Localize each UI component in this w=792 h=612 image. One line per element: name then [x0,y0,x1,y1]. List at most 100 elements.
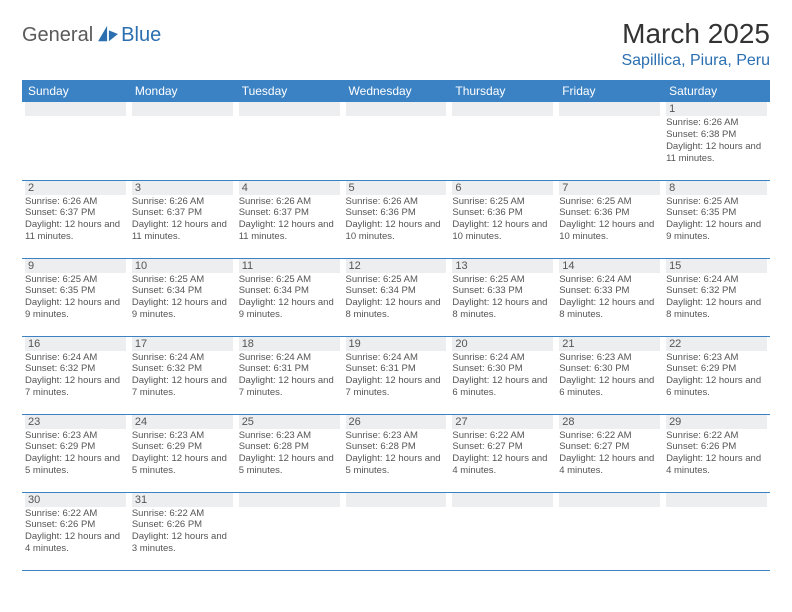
weekday-header: Sunday [22,80,129,102]
calendar-cell: 4Sunrise: 6:26 AMSunset: 6:37 PMDaylight… [236,180,343,258]
sunrise-line: Sunrise: 6:24 AM [666,274,767,286]
daylight-line: Daylight: 12 hours and 8 minutes. [346,297,447,321]
sunrise-line: Sunrise: 6:24 AM [452,352,553,364]
calendar-cell: 27Sunrise: 6:22 AMSunset: 6:27 PMDayligh… [449,414,556,492]
daylight-line: Daylight: 12 hours and 9 minutes. [25,297,126,321]
sunset-line: Sunset: 6:37 PM [25,207,126,219]
day-number [666,493,767,507]
sunset-line: Sunset: 6:36 PM [559,207,660,219]
daylight-line: Daylight: 12 hours and 11 minutes. [666,141,767,165]
calendar-row: 9Sunrise: 6:25 AMSunset: 6:35 PMDaylight… [22,258,770,336]
day-number: 3 [132,181,233,195]
sunrise-line: Sunrise: 6:24 AM [132,352,233,364]
sunset-line: Sunset: 6:26 PM [666,441,767,453]
day-number: 14 [559,259,660,273]
sunrise-line: Sunrise: 6:25 AM [559,196,660,208]
calendar-row: 16Sunrise: 6:24 AMSunset: 6:32 PMDayligh… [22,336,770,414]
sunset-line: Sunset: 6:37 PM [132,207,233,219]
calendar-cell [663,492,770,570]
daylight-line: Daylight: 12 hours and 4 minutes. [666,453,767,477]
weekday-header: Thursday [449,80,556,102]
sunset-line: Sunset: 6:32 PM [666,285,767,297]
calendar-cell [236,102,343,180]
day-number: 10 [132,259,233,273]
daylight-line: Daylight: 12 hours and 6 minutes. [559,375,660,399]
sunset-line: Sunset: 6:36 PM [346,207,447,219]
day-number: 1 [666,102,767,116]
weekday-header: Friday [556,80,663,102]
day-number: 4 [239,181,340,195]
calendar-cell: 18Sunrise: 6:24 AMSunset: 6:31 PMDayligh… [236,336,343,414]
daylight-line: Daylight: 12 hours and 7 minutes. [346,375,447,399]
calendar-cell: 2Sunrise: 6:26 AMSunset: 6:37 PMDaylight… [22,180,129,258]
sunset-line: Sunset: 6:26 PM [132,519,233,531]
sunrise-line: Sunrise: 6:25 AM [25,274,126,286]
calendar-cell [556,102,663,180]
daylight-line: Daylight: 12 hours and 5 minutes. [25,453,126,477]
day-number [132,102,233,116]
calendar-cell [449,102,556,180]
calendar-cell: 14Sunrise: 6:24 AMSunset: 6:33 PMDayligh… [556,258,663,336]
calendar-cell: 17Sunrise: 6:24 AMSunset: 6:32 PMDayligh… [129,336,236,414]
sunrise-line: Sunrise: 6:22 AM [132,508,233,520]
day-number: 12 [346,259,447,273]
calendar-cell: 5Sunrise: 6:26 AMSunset: 6:36 PMDaylight… [343,180,450,258]
calendar-cell: 1Sunrise: 6:26 AMSunset: 6:38 PMDaylight… [663,102,770,180]
day-number: 18 [239,337,340,351]
calendar-row: 1Sunrise: 6:26 AMSunset: 6:38 PMDaylight… [22,102,770,180]
day-number: 23 [25,415,126,429]
sunrise-line: Sunrise: 6:24 AM [346,352,447,364]
sunset-line: Sunset: 6:38 PM [666,129,767,141]
daylight-line: Daylight: 12 hours and 6 minutes. [666,375,767,399]
calendar-cell: 3Sunrise: 6:26 AMSunset: 6:37 PMDaylight… [129,180,236,258]
calendar-cell: 25Sunrise: 6:23 AMSunset: 6:28 PMDayligh… [236,414,343,492]
calendar-cell: 8Sunrise: 6:25 AMSunset: 6:35 PMDaylight… [663,180,770,258]
daylight-line: Daylight: 12 hours and 6 minutes. [452,375,553,399]
sunrise-line: Sunrise: 6:22 AM [666,430,767,442]
calendar-cell [343,492,450,570]
location-label: Sapillica, Piura, Peru [621,52,770,70]
day-number [559,493,660,507]
day-number [452,493,553,507]
sunset-line: Sunset: 6:34 PM [132,285,233,297]
daylight-line: Daylight: 12 hours and 4 minutes. [452,453,553,477]
sunrise-line: Sunrise: 6:23 AM [25,430,126,442]
calendar-cell: 10Sunrise: 6:25 AMSunset: 6:34 PMDayligh… [129,258,236,336]
sunrise-line: Sunrise: 6:26 AM [346,196,447,208]
sunrise-line: Sunrise: 6:23 AM [346,430,447,442]
sunrise-line: Sunrise: 6:24 AM [559,274,660,286]
day-number: 13 [452,259,553,273]
sunset-line: Sunset: 6:36 PM [452,207,553,219]
calendar-cell: 24Sunrise: 6:23 AMSunset: 6:29 PMDayligh… [129,414,236,492]
daylight-line: Daylight: 12 hours and 9 minutes. [666,219,767,243]
calendar-cell: 26Sunrise: 6:23 AMSunset: 6:28 PMDayligh… [343,414,450,492]
weekday-header: Tuesday [236,80,343,102]
calendar-cell: 15Sunrise: 6:24 AMSunset: 6:32 PMDayligh… [663,258,770,336]
sunset-line: Sunset: 6:34 PM [346,285,447,297]
day-number [25,102,126,116]
sunset-line: Sunset: 6:31 PM [346,363,447,375]
calendar-row: 2Sunrise: 6:26 AMSunset: 6:37 PMDaylight… [22,180,770,258]
daylight-line: Daylight: 12 hours and 9 minutes. [239,297,340,321]
sunrise-line: Sunrise: 6:24 AM [239,352,340,364]
calendar-cell [129,102,236,180]
daylight-line: Daylight: 12 hours and 11 minutes. [25,219,126,243]
daylight-line: Daylight: 12 hours and 8 minutes. [559,297,660,321]
calendar-row: 30Sunrise: 6:22 AMSunset: 6:26 PMDayligh… [22,492,770,570]
calendar-header: SundayMondayTuesdayWednesdayThursdayFrid… [22,80,770,102]
sunrise-line: Sunrise: 6:25 AM [666,196,767,208]
sunset-line: Sunset: 6:31 PM [239,363,340,375]
logo-text-blue: Blue [121,24,161,47]
day-number [559,102,660,116]
day-number: 30 [25,493,126,507]
calendar-body: 1Sunrise: 6:26 AMSunset: 6:38 PMDaylight… [22,102,770,570]
day-number: 17 [132,337,233,351]
calendar-cell [556,492,663,570]
day-number: 25 [239,415,340,429]
daylight-line: Daylight: 12 hours and 7 minutes. [239,375,340,399]
calendar-cell: 28Sunrise: 6:22 AMSunset: 6:27 PMDayligh… [556,414,663,492]
sunrise-line: Sunrise: 6:26 AM [666,117,767,129]
calendar-cell: 9Sunrise: 6:25 AMSunset: 6:35 PMDaylight… [22,258,129,336]
daylight-line: Daylight: 12 hours and 5 minutes. [346,453,447,477]
calendar-cell [236,492,343,570]
